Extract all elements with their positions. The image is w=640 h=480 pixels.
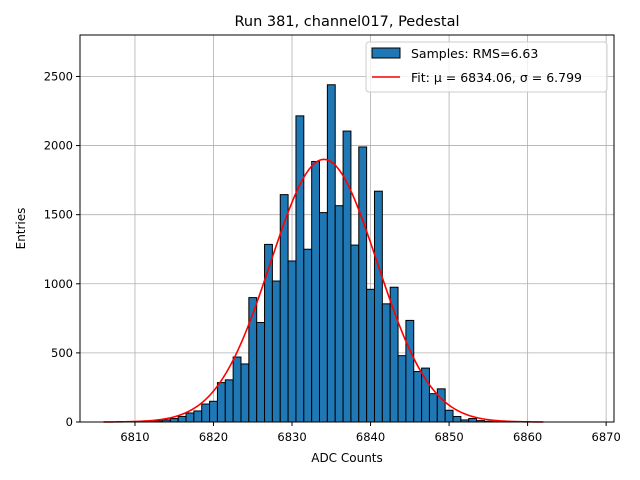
histogram-bar [201, 403, 211, 423]
histogram-bar [232, 356, 242, 423]
histogram-bar [271, 280, 281, 423]
histogram-bar [444, 409, 454, 423]
y-tick-label: 2500 [44, 69, 73, 83]
x-tick-label: 6820 [199, 430, 228, 444]
chart-title: Run 381, channel017, Pedestal [234, 14, 459, 30]
gaussian-fit-curve [103, 158, 544, 423]
histogram-bar [193, 410, 203, 423]
legend: Samples: RMS=6.63 Fit: μ = 6834.06, σ = … [365, 41, 608, 93]
x-axis-label: ADC Counts [311, 451, 383, 465]
histogram-bar [342, 130, 352, 423]
histogram-bar [224, 379, 234, 423]
histogram-bar [389, 286, 399, 423]
x-tick-label: 6840 [356, 430, 385, 444]
y-tick-label: 2000 [44, 139, 73, 153]
y-axis-ticks: 0 500 1000 1500 2000 2500 [44, 69, 80, 429]
histogram-bar [436, 388, 446, 423]
legend-bar-swatch [371, 47, 401, 59]
histogram-bar [209, 400, 218, 423]
histogram-bar [287, 260, 297, 423]
y-tick-label: 500 [51, 346, 73, 360]
x-tick-label: 6870 [592, 430, 621, 444]
histogram-bar [381, 303, 391, 423]
y-axis-label: Entries [14, 208, 28, 250]
histogram-bar [319, 212, 328, 423]
histogram-bar [248, 297, 258, 423]
histogram-bar [216, 382, 226, 423]
x-tick-label: 6850 [434, 430, 463, 444]
y-tick-label: 1500 [44, 208, 73, 222]
histogram-bar [326, 84, 336, 423]
histogram-bar [413, 371, 423, 423]
histogram-bar [428, 393, 438, 423]
x-tick-label: 6860 [513, 430, 542, 444]
histogram-bars [146, 84, 501, 423]
histogram-bar [295, 115, 305, 423]
x-tick-label: 6810 [120, 430, 149, 444]
y-tick-label: 0 [66, 415, 73, 429]
legend-box [365, 41, 608, 93]
histogram-bar [169, 418, 179, 423]
histogram-bar [303, 248, 313, 423]
plot-frame [79, 34, 615, 423]
histogram-bar [256, 321, 266, 423]
y-tick-label: 1000 [44, 277, 73, 291]
histogram-bar [366, 288, 375, 423]
x-tick-label: 6830 [277, 430, 306, 444]
histogram-bar [358, 146, 368, 423]
histogram-bar [405, 319, 415, 423]
histogram-bar [311, 160, 321, 423]
histogram-bar [350, 244, 360, 423]
histogram-bar [452, 415, 462, 423]
histogram-bar [185, 412, 195, 423]
histogram-bar [334, 205, 344, 423]
histogram-bar [177, 415, 187, 423]
x-axis-ticks: 6810 6820 6830 6840 6850 6860 6870 [120, 422, 621, 444]
histogram-bar [373, 190, 383, 423]
legend-histogram-label: Samples: RMS=6.63 [411, 46, 538, 61]
histogram-bar [240, 363, 250, 423]
legend-fit-label: Fit: μ = 6834.06, σ = 6.799 [411, 70, 582, 85]
histogram-bar [397, 355, 407, 423]
histogram-bar [468, 418, 478, 423]
